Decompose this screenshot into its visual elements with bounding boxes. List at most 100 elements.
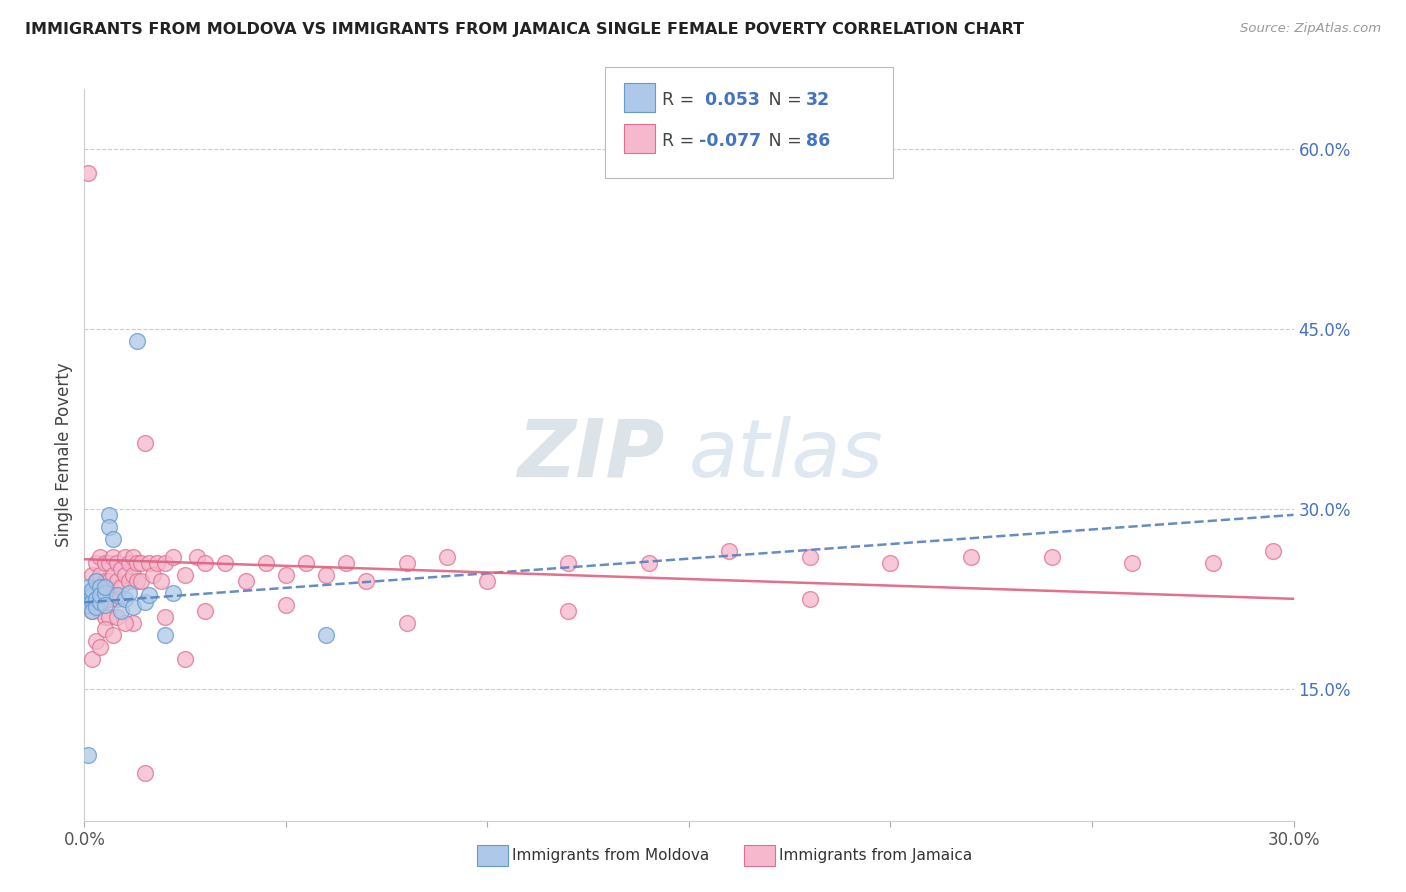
Point <box>114 615 136 630</box>
Point <box>105 588 128 602</box>
Text: N =: N = <box>763 91 807 109</box>
Point <box>82 583 104 598</box>
Text: -0.077: -0.077 <box>699 132 761 150</box>
Point <box>274 598 297 612</box>
Text: IMMIGRANTS FROM MOLDOVA VS IMMIGRANTS FROM JAMAICA SINGLE FEMALE POVERTY CORRELA: IMMIGRANTS FROM MOLDOVA VS IMMIGRANTS FR… <box>25 22 1025 37</box>
Point <box>436 549 458 564</box>
Point <box>105 574 128 588</box>
Point <box>162 549 184 564</box>
Point <box>89 640 111 654</box>
Point <box>121 549 143 564</box>
Point <box>82 604 104 618</box>
Point <box>799 591 821 606</box>
Text: Immigrants from Moldova: Immigrants from Moldova <box>512 848 709 863</box>
Point <box>97 609 120 624</box>
Point <box>395 615 418 630</box>
Point <box>637 556 659 570</box>
Point <box>125 556 148 570</box>
Point <box>97 591 120 606</box>
Point <box>89 595 111 609</box>
Point <box>142 567 165 582</box>
Point <box>121 567 143 582</box>
Point <box>162 586 184 600</box>
Text: R =: R = <box>662 132 700 150</box>
Text: Immigrants from Jamaica: Immigrants from Jamaica <box>779 848 972 863</box>
Point <box>153 628 176 642</box>
Point <box>77 591 100 606</box>
Text: 86: 86 <box>806 132 830 150</box>
Point <box>93 609 115 624</box>
Point <box>86 633 108 648</box>
Point <box>118 574 141 588</box>
Point <box>194 556 217 570</box>
Point <box>93 580 115 594</box>
Point <box>105 556 128 570</box>
Point <box>86 586 108 600</box>
Text: 0.053: 0.053 <box>699 91 759 109</box>
Point <box>557 604 579 618</box>
Point <box>77 586 100 600</box>
Point <box>1121 556 1143 570</box>
Point <box>879 556 901 570</box>
Point <box>86 598 108 612</box>
Point <box>93 586 115 600</box>
Point <box>335 556 357 570</box>
Point <box>93 598 115 612</box>
Point <box>134 436 156 450</box>
Point <box>77 580 100 594</box>
Text: atlas: atlas <box>689 416 884 494</box>
Point <box>86 600 108 615</box>
Point <box>101 567 124 582</box>
Point <box>254 556 277 570</box>
Point <box>93 622 115 636</box>
Point <box>93 574 115 588</box>
Point <box>77 747 100 762</box>
Point <box>82 591 104 606</box>
Point <box>129 556 152 570</box>
Text: N =: N = <box>763 132 807 150</box>
Point <box>118 556 141 570</box>
Point <box>395 556 418 570</box>
Point <box>153 609 176 624</box>
Point <box>1202 556 1225 570</box>
Point <box>114 567 136 582</box>
Point <box>77 586 100 600</box>
Point <box>146 556 169 570</box>
Point <box>114 591 136 606</box>
Point <box>174 652 197 666</box>
Point <box>799 549 821 564</box>
Point <box>89 604 111 618</box>
Point <box>86 574 108 588</box>
Point <box>105 609 128 624</box>
Point <box>214 556 236 570</box>
Point <box>960 549 983 564</box>
Point <box>477 574 499 588</box>
Point <box>97 520 120 534</box>
Text: R =: R = <box>662 91 700 109</box>
Point <box>101 586 124 600</box>
Point <box>356 574 378 588</box>
Point <box>89 580 111 594</box>
Point <box>82 567 104 582</box>
Point <box>97 574 120 588</box>
Point <box>89 549 111 564</box>
Point <box>138 556 160 570</box>
Point <box>82 595 104 609</box>
Point <box>718 544 741 558</box>
Point <box>82 604 104 618</box>
Point <box>121 615 143 630</box>
Point <box>194 604 217 618</box>
Point <box>125 574 148 588</box>
Point <box>134 765 156 780</box>
Point <box>274 567 297 582</box>
Point <box>315 628 337 642</box>
Point <box>138 588 160 602</box>
Point <box>93 591 115 606</box>
Point <box>174 567 197 582</box>
Point <box>149 574 172 588</box>
Point <box>110 562 132 576</box>
Y-axis label: Single Female Poverty: Single Female Poverty <box>55 363 73 547</box>
Point <box>557 556 579 570</box>
Point <box>315 567 337 582</box>
Point <box>1263 544 1285 558</box>
